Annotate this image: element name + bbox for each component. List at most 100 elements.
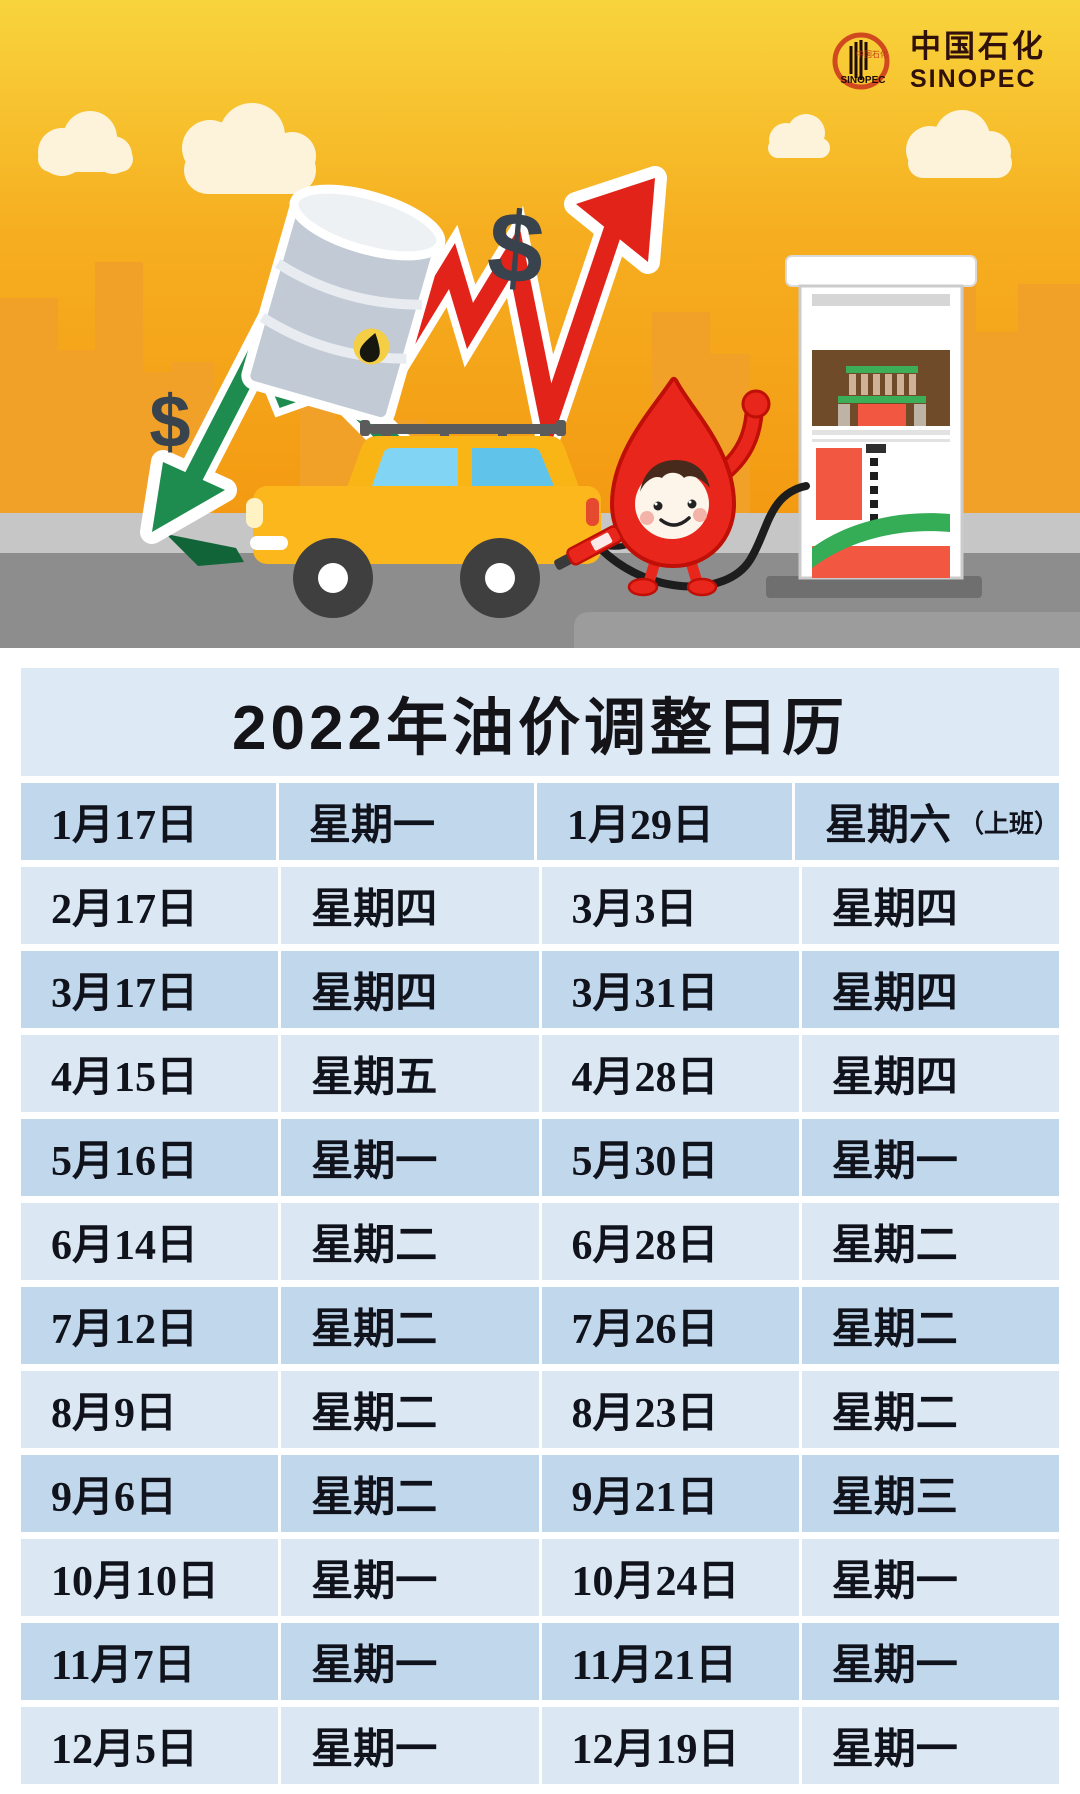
cloud bbox=[182, 103, 316, 194]
date-text: 11月21日 bbox=[571, 1643, 738, 1689]
weekday-cell: 星期一 bbox=[281, 1119, 539, 1196]
weekday-text: 星期二 bbox=[311, 1223, 438, 1269]
weekday-cell: 星期六 （上班） bbox=[794, 783, 1059, 860]
fuel-hose bbox=[596, 482, 810, 591]
table-row: 10月10日 星期一 10月24日 星期一 bbox=[21, 1539, 1059, 1616]
calendar-panel: 2022年油价调整日历 1月17日 星期一 1月29日 星期六 （上班） 2月17… bbox=[21, 668, 1059, 1784]
car bbox=[246, 420, 601, 618]
taillight bbox=[586, 498, 599, 526]
weekday-cell: 星期四 bbox=[801, 951, 1059, 1028]
weekday-text: 星期一 bbox=[311, 1727, 438, 1773]
weekday-text: 星期二 bbox=[831, 1391, 958, 1437]
weekday-cell: 星期四 bbox=[801, 867, 1059, 944]
weekday-cell: 星期三 bbox=[801, 1455, 1059, 1532]
weekday-cell: 星期二 bbox=[801, 1287, 1059, 1364]
weekday-text: 星期二 bbox=[831, 1223, 958, 1269]
table-row: 7月12日 星期二 7月26日 星期二 bbox=[21, 1287, 1059, 1364]
table-row: 2月17日 星期四 3月3日 星期四 bbox=[21, 867, 1059, 944]
date-cell: 9月21日 bbox=[541, 1455, 799, 1532]
date-text: 10月24日 bbox=[571, 1559, 740, 1605]
dollar-up-icon: $ bbox=[483, 190, 548, 306]
weekday-cell: 星期一 bbox=[281, 1707, 539, 1784]
table-row: 4月15日 星期五 4月28日 星期四 bbox=[21, 1035, 1059, 1112]
date-cell: 6月28日 bbox=[541, 1203, 799, 1280]
weekday-text: 星期一 bbox=[831, 1643, 958, 1689]
weekday-text: 星期四 bbox=[831, 971, 958, 1017]
date-text: 2月17日 bbox=[51, 887, 199, 933]
date-cell: 7月26日 bbox=[541, 1287, 799, 1364]
weekday-text: 星期四 bbox=[831, 887, 958, 933]
date-cell: 1月17日 bbox=[21, 783, 276, 860]
date-text: 11月7日 bbox=[51, 1643, 196, 1689]
weekday-text: 星期六 bbox=[824, 803, 951, 849]
date-cell: 1月29日 bbox=[536, 783, 792, 860]
date-cell: 7月12日 bbox=[21, 1287, 279, 1364]
table-row: 6月14日 星期二 6月28日 星期二 bbox=[21, 1203, 1059, 1280]
date-cell: 3月17日 bbox=[21, 951, 279, 1028]
date-cell: 3月31日 bbox=[541, 951, 799, 1028]
date-text: 4月15日 bbox=[51, 1055, 199, 1101]
weekday-text: 星期四 bbox=[831, 1055, 958, 1101]
weekday-text: 星期三 bbox=[831, 1475, 958, 1521]
mascot-face bbox=[635, 469, 709, 539]
weekday-text: 星期一 bbox=[311, 1643, 438, 1689]
weekday-cell: 星期一 bbox=[801, 1623, 1059, 1700]
weekday-text: 星期二 bbox=[831, 1307, 958, 1353]
table-row: 1月17日 星期一 1月29日 星期六 （上班） bbox=[21, 783, 1059, 860]
oil-barrel bbox=[241, 184, 446, 427]
scene-illustration: $ $ bbox=[0, 0, 1080, 648]
date-text: 9月21日 bbox=[571, 1475, 719, 1521]
weekday-cell: 星期一 bbox=[281, 1623, 539, 1700]
date-cell: 3月3日 bbox=[541, 867, 799, 944]
weekday-text: 星期一 bbox=[831, 1727, 958, 1773]
weekday-cell: 星期二 bbox=[281, 1371, 539, 1448]
fuel-pump bbox=[785, 255, 977, 580]
weekday-cell: 星期一 bbox=[801, 1119, 1059, 1196]
weekday-text: 星期二 bbox=[311, 1307, 438, 1353]
date-text: 7月12日 bbox=[51, 1307, 199, 1353]
brand-name-en: SINOPEC bbox=[910, 64, 1037, 93]
weekday-text: 星期二 bbox=[311, 1391, 438, 1437]
weekday-text: 星期一 bbox=[831, 1559, 958, 1605]
weekday-cell: 星期一 bbox=[801, 1707, 1059, 1784]
weekday-cell: 星期二 bbox=[801, 1203, 1059, 1280]
date-cell: 12月5日 bbox=[21, 1707, 279, 1784]
weekday-text: 星期四 bbox=[311, 971, 438, 1017]
curb bbox=[574, 612, 1080, 648]
date-text: 1月29日 bbox=[566, 803, 714, 849]
date-cell: 10月24日 bbox=[541, 1539, 799, 1616]
table-row: 9月6日 星期二 9月21日 星期三 bbox=[21, 1455, 1059, 1532]
weekday-text: 星期四 bbox=[311, 887, 438, 933]
weekday-text: 星期五 bbox=[311, 1055, 438, 1101]
weekday-cell: 星期一 bbox=[281, 1539, 539, 1616]
date-cell: 5月16日 bbox=[21, 1119, 279, 1196]
mascot-hand bbox=[741, 389, 771, 419]
date-text: 6月28日 bbox=[571, 1223, 719, 1269]
weekday-cell: 星期一 bbox=[801, 1539, 1059, 1616]
weekday-cell: 星期四 bbox=[281, 867, 539, 944]
sinopec-logo: 中国石化 SINOPEC 中国石化 SINOPEC bbox=[830, 29, 1046, 93]
date-cell: 9月6日 bbox=[21, 1455, 279, 1532]
date-cell: 4月15日 bbox=[21, 1035, 279, 1112]
table-row: 11月7日 星期一 11月21日 星期一 bbox=[21, 1623, 1059, 1700]
weekday-cell: 星期四 bbox=[801, 1035, 1059, 1112]
weekday-cell: 星期二 bbox=[281, 1455, 539, 1532]
date-text: 1月17日 bbox=[51, 803, 199, 849]
fuel-nozzle bbox=[554, 525, 623, 570]
weekday-text: 星期一 bbox=[311, 1139, 438, 1185]
brand-name-cn: 中国石化 bbox=[910, 29, 1046, 64]
headlight bbox=[246, 498, 263, 528]
date-text: 9月6日 bbox=[51, 1475, 178, 1521]
weekday-text: 星期一 bbox=[308, 803, 435, 849]
weekday-cell: 星期二 bbox=[281, 1203, 539, 1280]
weekday-note: （上班） bbox=[958, 810, 1059, 838]
date-text: 5月16日 bbox=[51, 1139, 199, 1185]
mascot-hair bbox=[640, 460, 710, 492]
mascot bbox=[554, 376, 771, 597]
date-text: 3月17日 bbox=[51, 971, 199, 1017]
date-cell: 12月19日 bbox=[541, 1707, 799, 1784]
date-cell: 11月7日 bbox=[21, 1623, 279, 1700]
date-cell: 10月10日 bbox=[21, 1539, 279, 1616]
table-row: 8月9日 星期二 8月23日 星期二 bbox=[21, 1371, 1059, 1448]
weekday-cell: 星期二 bbox=[801, 1371, 1059, 1448]
